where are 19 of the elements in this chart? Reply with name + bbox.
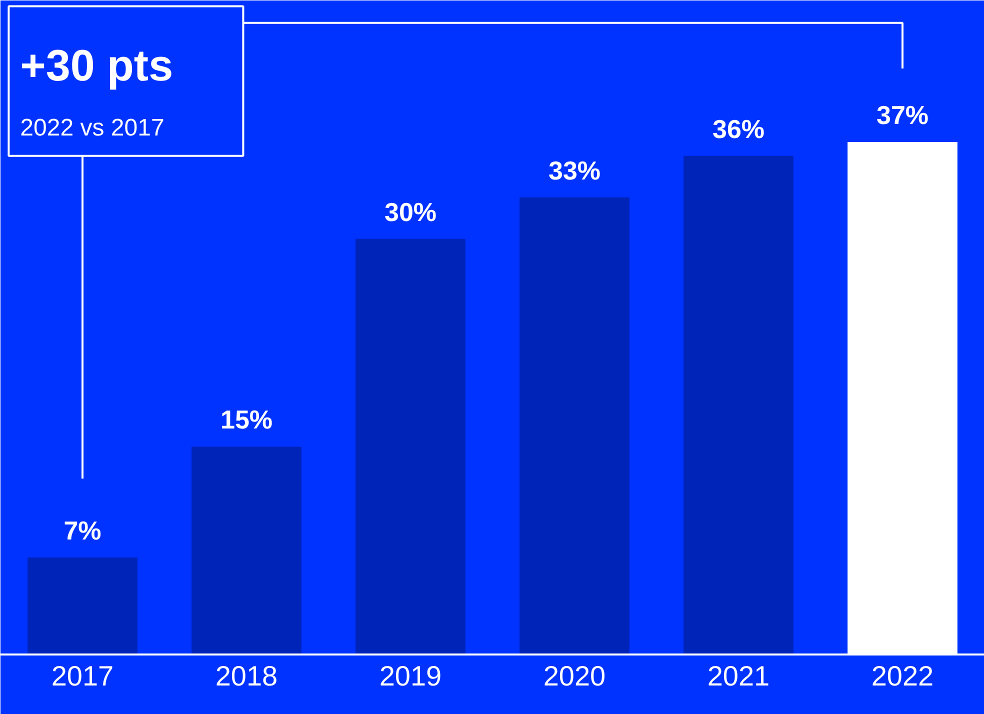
text: +30 pts (20, 42, 174, 91)
x-tick-label: 2017 (51, 660, 114, 692)
x-tick-label: 2022 (871, 660, 934, 692)
x-tick-label: 2020 (543, 660, 606, 692)
data-label: 15% (220, 404, 273, 435)
data-label: 7% (64, 516, 102, 546)
x-tick-label: 2018 (215, 660, 278, 692)
bar (28, 558, 138, 654)
bar (684, 156, 794, 654)
data-label: 36% (712, 114, 765, 144)
data-label: 30% (384, 196, 437, 227)
bar (520, 197, 630, 654)
bar (192, 446, 302, 654)
x-tick-label: 2021 (707, 660, 770, 692)
data-label: 33% (548, 155, 601, 186)
bar (356, 238, 466, 654)
x-tick-label: 2019 (379, 660, 442, 692)
data-label: 37% (876, 100, 929, 130)
text: 2022 vs 2017 (20, 114, 164, 142)
